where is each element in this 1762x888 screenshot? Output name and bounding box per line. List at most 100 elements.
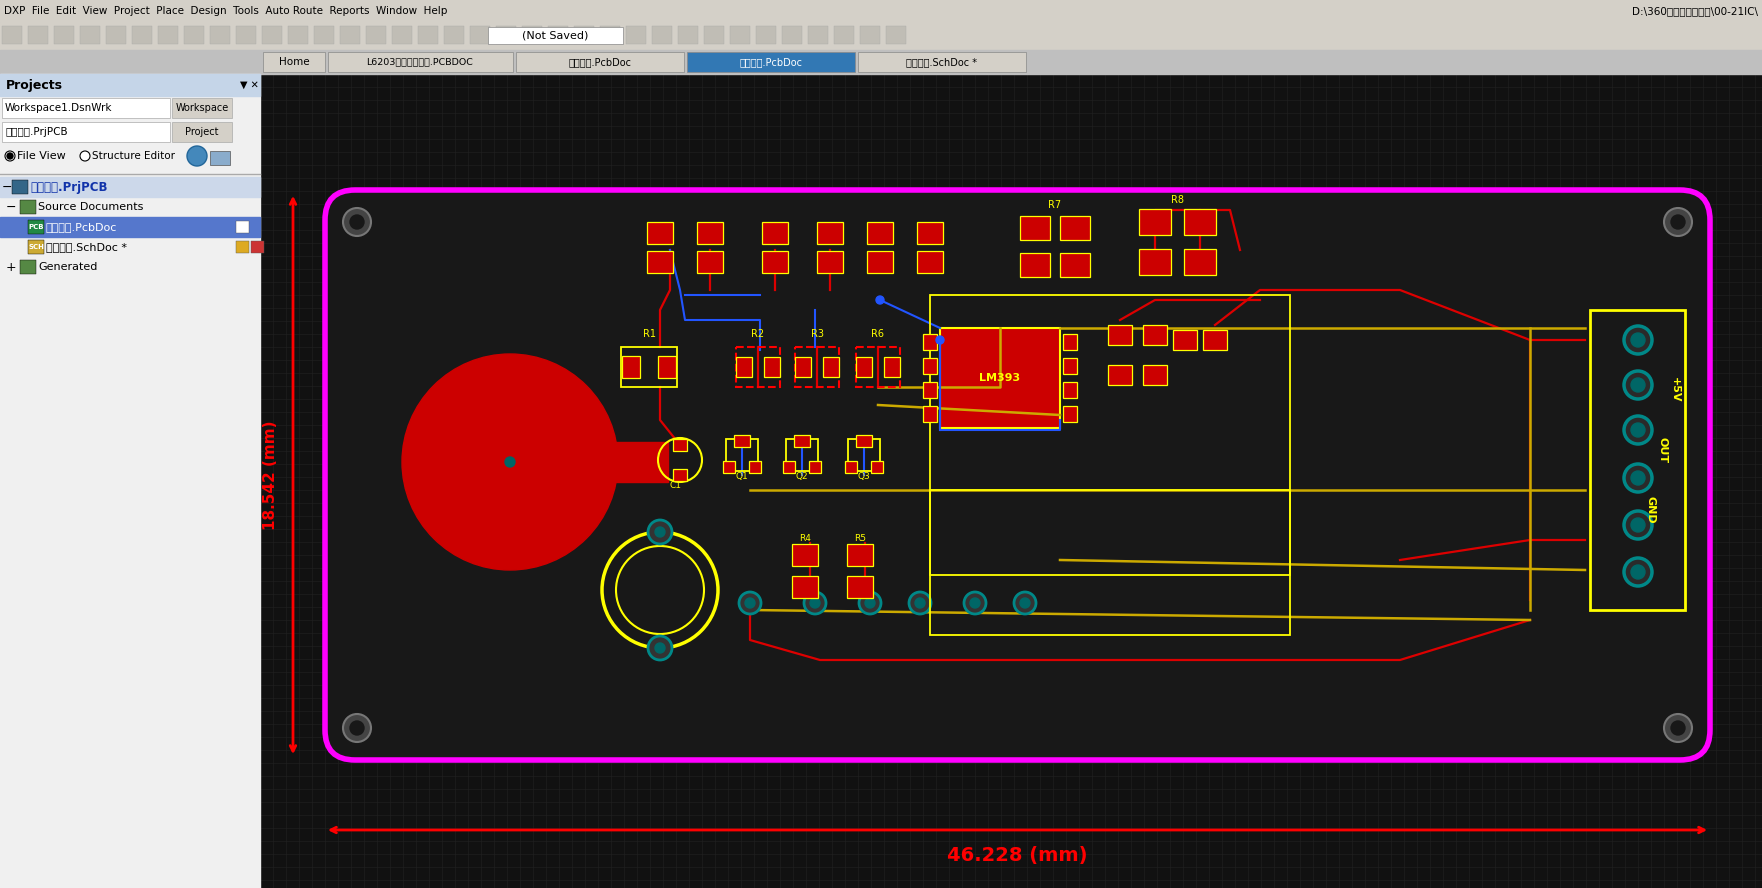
Bar — [647, 251, 673, 273]
Circle shape — [1670, 215, 1684, 229]
Bar — [1144, 325, 1166, 345]
Bar — [210, 151, 231, 165]
Circle shape — [648, 636, 671, 660]
Bar — [786, 439, 818, 471]
Bar — [1173, 330, 1196, 350]
Circle shape — [79, 151, 90, 161]
Text: D:\360安全浏览器下载\00-21IC\: D:\360安全浏览器下载\00-21IC\ — [1632, 6, 1758, 16]
Bar — [856, 435, 872, 447]
Text: R7: R7 — [1048, 200, 1061, 210]
Bar — [705, 26, 724, 44]
Text: Workspace: Workspace — [176, 103, 229, 113]
FancyBboxPatch shape — [324, 190, 1709, 760]
Bar — [0, 74, 261, 888]
Circle shape — [1625, 558, 1653, 586]
Circle shape — [655, 527, 664, 537]
Bar — [735, 435, 751, 447]
Circle shape — [1625, 371, 1653, 399]
Circle shape — [964, 592, 987, 614]
Text: Source Documents: Source Documents — [39, 202, 143, 212]
Bar — [848, 544, 872, 566]
Bar — [856, 357, 872, 377]
Text: R5: R5 — [855, 534, 865, 543]
Text: 触摸模块.SchDoc *: 触摸模块.SchDoc * — [46, 242, 127, 252]
Bar — [620, 347, 677, 387]
Text: C1: C1 — [670, 481, 680, 490]
Text: File View: File View — [18, 151, 65, 161]
Bar — [444, 26, 463, 44]
Bar — [236, 241, 248, 253]
Bar — [79, 26, 100, 44]
Bar — [652, 26, 671, 44]
Bar — [1020, 216, 1050, 240]
Circle shape — [811, 598, 819, 608]
Text: Project: Project — [185, 127, 218, 137]
Bar — [55, 26, 74, 44]
Bar — [867, 251, 893, 273]
Bar — [574, 26, 594, 44]
Bar — [795, 435, 811, 447]
Bar — [1589, 310, 1684, 610]
Text: 触摸模块.PcbDoc: 触摸模块.PcbDoc — [46, 222, 118, 232]
Text: Generated: Generated — [39, 262, 97, 272]
Text: Workspace1.DsnWrk: Workspace1.DsnWrk — [5, 103, 113, 113]
Text: R1: R1 — [643, 329, 655, 339]
Bar — [488, 27, 624, 44]
Text: 18.542 (mm): 18.542 (mm) — [263, 420, 278, 530]
Circle shape — [655, 643, 664, 653]
Bar — [12, 180, 28, 194]
Bar — [1062, 382, 1077, 398]
Text: +5V: +5V — [1670, 377, 1679, 403]
Bar — [823, 357, 839, 377]
Circle shape — [5, 151, 16, 161]
Bar — [916, 222, 943, 244]
Bar — [340, 26, 359, 44]
Bar — [391, 26, 412, 44]
Bar — [2, 98, 169, 118]
Bar — [848, 576, 872, 598]
Bar — [173, 98, 233, 118]
Circle shape — [1020, 598, 1031, 608]
Circle shape — [402, 354, 618, 570]
Bar — [923, 358, 937, 374]
Bar — [19, 200, 35, 214]
Circle shape — [860, 592, 881, 614]
Circle shape — [738, 592, 761, 614]
Circle shape — [1632, 423, 1646, 437]
Bar — [1108, 325, 1131, 345]
Bar — [418, 26, 439, 44]
Bar — [1138, 249, 1172, 275]
Text: R4: R4 — [798, 534, 811, 543]
Bar — [939, 328, 1061, 428]
Bar — [833, 26, 855, 44]
Bar — [1061, 253, 1091, 277]
Bar — [236, 221, 248, 233]
Bar — [647, 222, 673, 244]
Circle shape — [187, 146, 206, 166]
Bar — [159, 26, 178, 44]
Bar — [923, 406, 937, 422]
Bar — [930, 295, 1290, 575]
Bar — [263, 52, 324, 72]
Circle shape — [1632, 565, 1646, 579]
Circle shape — [936, 336, 944, 344]
Bar — [1184, 249, 1216, 275]
Text: +: + — [5, 260, 16, 274]
Circle shape — [1632, 518, 1646, 532]
Bar — [1144, 365, 1166, 385]
Circle shape — [1625, 326, 1653, 354]
Bar — [0, 0, 1762, 22]
Bar — [916, 251, 943, 273]
Bar — [923, 382, 937, 398]
Bar — [698, 222, 722, 244]
Bar — [1061, 216, 1091, 240]
Bar — [818, 251, 842, 273]
Bar — [782, 26, 802, 44]
Bar — [28, 240, 44, 254]
Bar — [0, 74, 261, 96]
Bar — [287, 26, 308, 44]
Bar — [622, 356, 640, 378]
Bar — [737, 357, 752, 377]
Bar — [722, 461, 735, 473]
Bar — [516, 52, 684, 72]
